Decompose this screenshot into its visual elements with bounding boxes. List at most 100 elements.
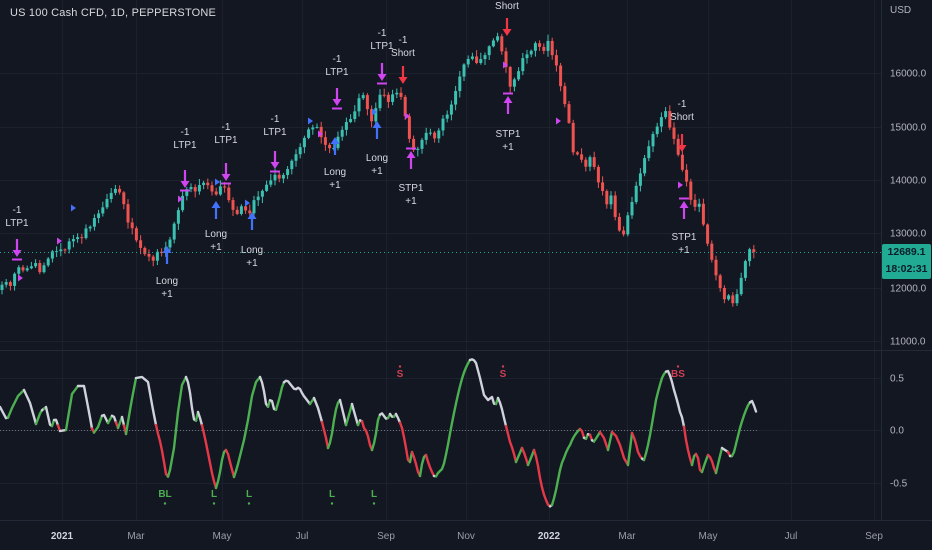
price-tick-label: 13000.0	[890, 229, 927, 240]
trade-annotation: STP1 +1	[398, 147, 424, 207]
signal-label-l: L	[329, 489, 335, 500]
bar-countdown: 18:02:31	[885, 263, 928, 275]
trade-annotation-label: STP1	[495, 129, 520, 140]
trade-annotation-label: -1	[271, 114, 280, 125]
oscillator-line	[0, 358, 758, 508]
grid	[0, 0, 881, 520]
trade-annotation: -1 LTP1	[325, 54, 349, 110]
trade-tick-marker	[503, 61, 508, 69]
oscillator-tick-label: 0.0	[890, 426, 904, 437]
trade-annotation: -1 LTP1	[5, 205, 29, 261]
trade-annotation-label: LTP1	[173, 140, 197, 151]
trade-annotation-label: LTP1	[5, 218, 29, 229]
trade-annotation-label: -1	[181, 127, 190, 138]
trade-annotation: Long +1	[324, 137, 346, 191]
trade-annotation-label: -1	[333, 54, 342, 65]
trade-annotation-label: +1	[371, 166, 383, 177]
time-tick-label: Jul	[296, 531, 309, 542]
price-tick-label: 12000.0	[890, 284, 927, 295]
trade-annotation-label: LTP1	[370, 41, 394, 52]
oscillator-tick-label: 0.5	[890, 374, 904, 385]
time-tick-label: Jul	[785, 531, 798, 542]
signal-label-s: S	[500, 369, 507, 380]
trade-annotation-label: +1	[210, 242, 222, 253]
time-axis-labels: 2021 Mar May Jul Sep Nov 2022 Mar May Jul Sep	[51, 531, 883, 542]
trade-tick-marker	[318, 130, 323, 138]
time-tick-label: 2021	[51, 531, 74, 542]
trade-annotation-label: LTP1	[263, 127, 287, 138]
trade-annotation: -1 LTP1	[173, 127, 197, 192]
trade-annotation-label: Long	[324, 167, 346, 178]
trade-annotation: Long +1	[366, 121, 388, 177]
trade-tick-marker	[556, 117, 561, 125]
trade-annotation: -1 LTP1	[263, 114, 287, 173]
candlestick-series	[0, 32, 756, 307]
trade-annotation-label: +1	[502, 142, 514, 153]
signal-label-bs: BS	[671, 369, 685, 380]
trade-annotation-label: -1	[399, 35, 408, 46]
signal-label-l: L	[371, 489, 377, 500]
trade-tick-marker	[372, 108, 377, 116]
trade-annotation: Long +1	[205, 201, 227, 253]
trade-annotation: -1 LTP1	[214, 122, 238, 185]
signal-label-l: L	[211, 489, 217, 500]
trade-annotation-label: -1	[378, 28, 387, 39]
trade-tick-marker	[215, 178, 220, 186]
signal-label-bl: BL	[158, 489, 171, 500]
time-tick-label: Sep	[865, 531, 883, 542]
price-tick-label: 11000.0	[890, 337, 926, 348]
last-price-value: 12689.1	[887, 246, 926, 258]
trade-annotation: Long +1	[241, 212, 263, 269]
trade-annotation: Short	[495, 1, 519, 36]
trade-tick-marker	[57, 237, 62, 245]
trade-annotation-label: STP1	[398, 183, 423, 194]
oscillator-axis-labels: 0.5 0.0 -0.5	[890, 374, 908, 490]
trade-tick-marker	[678, 181, 683, 189]
time-tick-label: May	[213, 531, 232, 542]
trade-annotation-label: LTP1	[214, 135, 238, 146]
time-tick-label: Nov	[457, 531, 475, 542]
trade-annotation-label: Long	[205, 229, 227, 240]
trade-annotation-label: Long	[366, 153, 388, 164]
trade-annotation-label: +1	[678, 245, 690, 256]
trade-annotation-label: Long	[156, 276, 178, 287]
trade-annotation-label: -1	[222, 122, 231, 133]
trade-annotation-label: Short	[391, 48, 415, 59]
price-tick-label: 15000.0	[890, 123, 927, 134]
trade-annotation-label: -1	[13, 205, 22, 216]
trade-annotations: -1 LTP1 -1 LTP1 -1 LTP1 -1 LTP1 -1 LTP1 -1 LTP1 -1 Sh…	[5, 1, 697, 300]
trade-tick-marker	[245, 199, 250, 207]
trade-annotation-label: Short	[670, 112, 694, 123]
trade-annotation-label: +1	[405, 196, 417, 207]
time-tick-label: 2022	[538, 531, 561, 542]
last-price-badge: 12689.1 18:02:31	[882, 244, 931, 279]
trade-annotation-label: -1	[678, 99, 687, 110]
trade-annotation: -1 Short	[670, 99, 694, 152]
currency-label: USD	[890, 5, 912, 16]
trade-tick-marker	[405, 112, 410, 120]
price-tick-label: 14000.0	[890, 176, 927, 187]
trade-tick-marker	[308, 117, 313, 125]
trade-tick-marker	[18, 274, 23, 282]
price-axis-labels: 16000.0 15000.0 14000.0 13000.0 12000.0 11000…	[890, 69, 927, 348]
time-axis[interactable]	[0, 520, 932, 550]
time-tick-label: Mar	[127, 531, 145, 542]
symbol-title[interactable]: US 100 Cash CFD, 1D, PEPPERSTONE	[10, 7, 217, 19]
trade-tick-marker	[71, 204, 76, 212]
trade-annotation-label: LTP1	[325, 67, 349, 78]
trade-annotation: STP1 +1	[671, 197, 697, 256]
trade-tick-markers	[18, 61, 683, 282]
trade-annotation: -1 Short	[391, 35, 415, 84]
pane-separators	[0, 0, 932, 521]
trade-annotation-label: STP1	[671, 232, 696, 243]
trade-annotation-label: Long	[241, 245, 263, 256]
trade-annotation-label: +1	[246, 258, 258, 269]
price-tick-label: 16000.0	[890, 69, 927, 80]
time-tick-label: Mar	[618, 531, 636, 542]
trade-annotation-label: +1	[329, 180, 341, 191]
trade-annotation: -1 LTP1	[370, 28, 394, 85]
trade-annotation-label: +1	[161, 289, 173, 300]
trade-annotation-label: Short	[495, 1, 519, 12]
